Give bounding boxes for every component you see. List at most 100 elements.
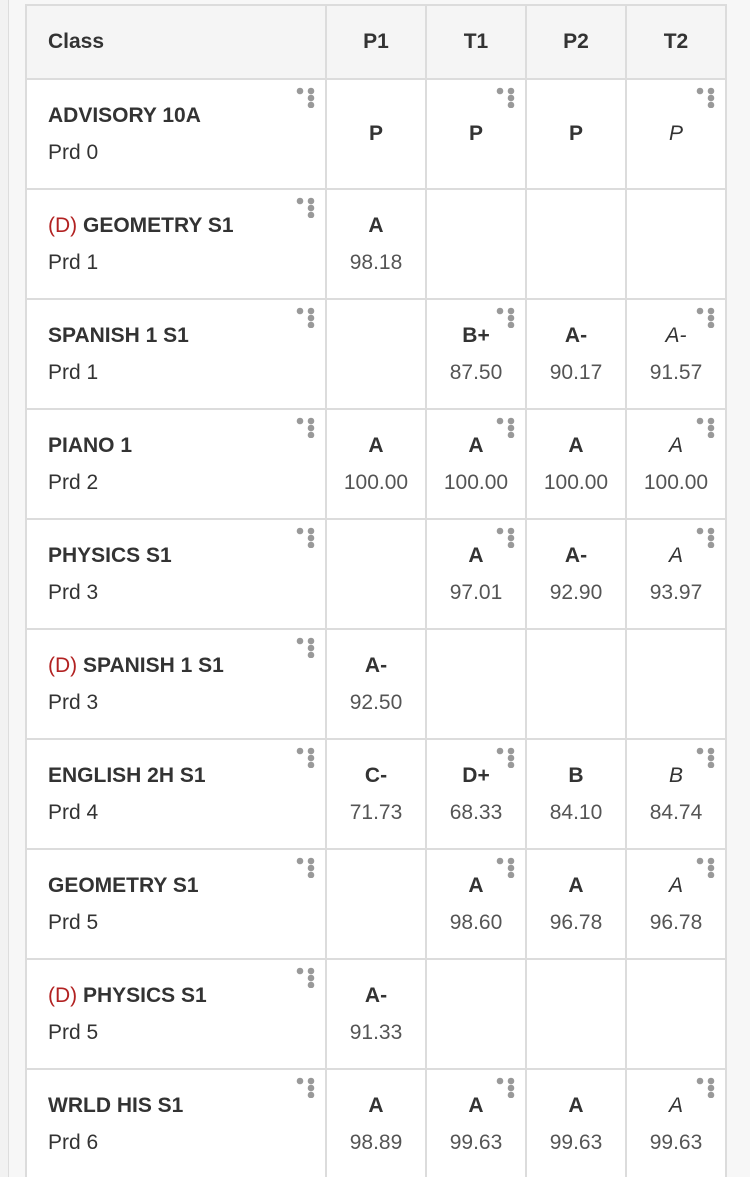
options-icon[interactable] [695, 856, 719, 878]
options-icon[interactable] [495, 306, 519, 328]
class-cell: PHYSICS S1 Prd 3 [25, 518, 327, 630]
grade-cell [325, 848, 427, 960]
options-icon[interactable] [295, 306, 319, 328]
dot [696, 417, 704, 425]
grade-cell [525, 628, 627, 740]
class-name: ENGLISH 2H S1 [48, 763, 206, 787]
dot [496, 417, 504, 425]
dot [507, 864, 515, 872]
options-icon[interactable] [295, 86, 319, 108]
dropped-flag: (D) [48, 983, 78, 1007]
dot [307, 967, 315, 975]
percent: 98.89 [349, 1130, 403, 1154]
options-icon[interactable] [295, 416, 319, 438]
class-cell: PIANO 1 Prd 2 [25, 408, 327, 520]
grade: A [568, 433, 584, 457]
dot [507, 541, 515, 548]
grade: A [668, 433, 683, 457]
period: Prd 6 [48, 1130, 99, 1154]
grade-cell: P [325, 78, 427, 190]
grade: A- [564, 543, 588, 567]
dot [507, 417, 515, 425]
class-name: PIANO 1 [48, 433, 133, 457]
dot [696, 87, 704, 95]
class-name-line: ENGLISH 2H S1 [48, 764, 325, 788]
grade-cell: P [625, 78, 727, 190]
class-name-line: ADVISORY 10A [48, 104, 325, 128]
options-icon[interactable] [695, 416, 719, 438]
dot [307, 431, 315, 438]
dot [507, 754, 515, 762]
dot [496, 747, 504, 755]
options-icon[interactable] [295, 526, 319, 548]
grade-cell: A 100.00 [325, 408, 427, 520]
options-icon[interactable] [295, 196, 319, 218]
dot [707, 424, 715, 432]
options-icon[interactable] [295, 856, 319, 878]
dot [507, 94, 515, 102]
class-cell: (D) SPANISH 1 S1 Prd 3 [25, 628, 327, 740]
options-icon[interactable] [295, 636, 319, 658]
dot [707, 314, 715, 322]
grade-cell [425, 958, 527, 1070]
grade-cell: A- 92.90 [525, 518, 627, 630]
options-icon[interactable] [495, 1076, 519, 1098]
grade: B [568, 763, 584, 787]
options-icon[interactable] [495, 416, 519, 438]
grade: A- [564, 323, 588, 347]
options-icon[interactable] [695, 306, 719, 328]
options-icon[interactable] [495, 526, 519, 548]
class-cell: ENGLISH 2H S1 Prd 4 [25, 738, 327, 850]
dot [707, 1091, 715, 1098]
dot [707, 321, 715, 328]
options-icon[interactable] [295, 746, 319, 768]
grades-table: Class P1 T1 P2 T2 ADVISORY 10A Prd 0 P P P P (D) G… [25, 4, 727, 1177]
percent: 84.74 [649, 800, 703, 824]
options-icon[interactable] [495, 856, 519, 878]
grade: D+ [462, 763, 490, 787]
dot [707, 1077, 715, 1085]
dot [507, 307, 515, 315]
class-name-line: (D) GEOMETRY S1 [48, 214, 325, 238]
dot [707, 417, 715, 425]
options-icon[interactable] [295, 1076, 319, 1098]
class-cell: SPANISH 1 S1 Prd 1 [25, 298, 327, 410]
grade: A [468, 433, 484, 457]
dot [307, 974, 315, 982]
class-row: WRLD HIS S1 Prd 6 A 98.89 A 99.63 A 99.63 A 99.63 [25, 1068, 727, 1177]
percent: 99.63 [549, 1130, 603, 1154]
options-icon[interactable] [695, 1076, 719, 1098]
class-name: ADVISORY 10A [48, 103, 201, 127]
dot [307, 857, 315, 865]
dot [707, 857, 715, 865]
options-icon[interactable] [495, 746, 519, 768]
class-name: GEOMETRY S1 [48, 873, 199, 897]
dot [307, 307, 315, 315]
percent: 71.73 [349, 800, 403, 824]
dot [296, 637, 304, 645]
percent: 92.90 [549, 580, 603, 604]
options-icon[interactable] [295, 966, 319, 988]
options-icon[interactable] [495, 86, 519, 108]
dot [507, 1077, 515, 1085]
class-row: ENGLISH 2H S1 Prd 4 C- 71.73 D+ 68.33 B 84.10 B 8… [25, 738, 727, 850]
grade-cell [525, 958, 627, 1070]
percent: 99.63 [449, 1130, 503, 1154]
dropped-flag: (D) [48, 213, 78, 237]
class-row: PHYSICS S1 Prd 3 A 97.01 A- 92.90 A 93.97 [25, 518, 727, 630]
class-cell: GEOMETRY S1 Prd 5 [25, 848, 327, 960]
options-icon[interactable] [695, 746, 719, 768]
options-icon[interactable] [695, 86, 719, 108]
class-row: PIANO 1 Prd 2 A 100.00 A 100.00 A 100.00 A 100.00 [25, 408, 727, 520]
dot [307, 1077, 315, 1085]
percent: 92.50 [349, 690, 403, 714]
options-icon[interactable] [695, 526, 719, 548]
dot [307, 541, 315, 548]
percent: 97.01 [449, 580, 503, 604]
class-name-line: (D) PHYSICS S1 [48, 984, 325, 1008]
grade: A [668, 543, 683, 567]
class-cell: ADVISORY 10A Prd 0 [25, 78, 327, 190]
dot [307, 754, 315, 762]
class-cell: (D) GEOMETRY S1 Prd 1 [25, 188, 327, 300]
period: Prd 0 [48, 140, 99, 164]
